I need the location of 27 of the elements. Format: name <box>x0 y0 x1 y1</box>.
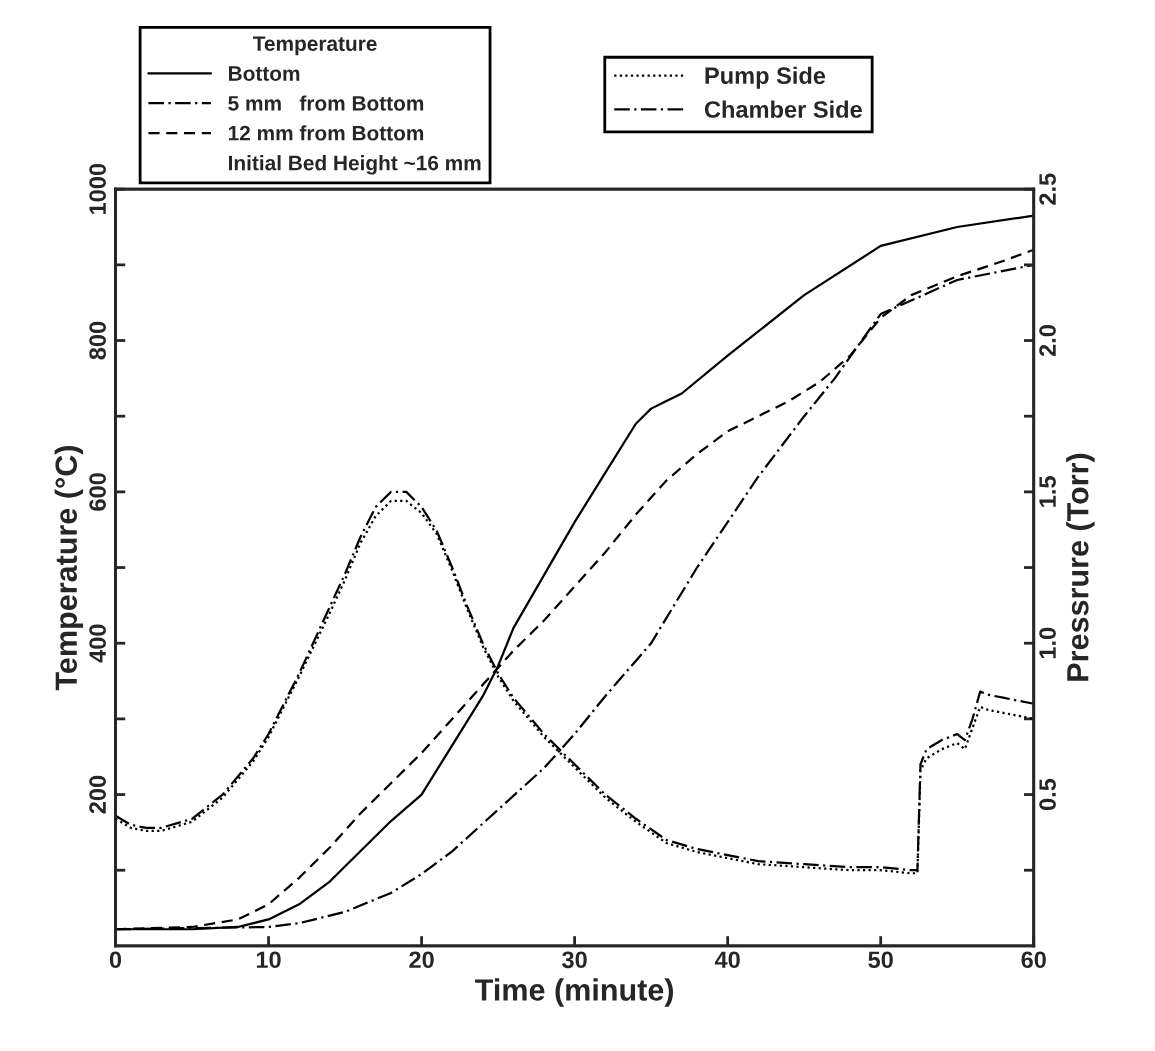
y-axis-title: Temperature (°C) <box>54 446 84 691</box>
x-tick-label: 60 <box>1021 951 1046 969</box>
x-tick-label: 50 <box>868 951 893 969</box>
y-tick-label: 1000 <box>89 163 106 214</box>
y2-tick-label: 0.5 <box>1039 778 1056 811</box>
y2-tick-label: 1.5 <box>1039 476 1056 507</box>
legend-title: Temperature <box>252 36 377 56</box>
x-tick-label: 30 <box>562 951 587 969</box>
y2-tick-label: 1.0 <box>1039 627 1056 659</box>
legend-label: 12 mm from Bottom <box>228 125 424 141</box>
y2-tick-label: 2.0 <box>1039 325 1056 357</box>
x-tick-label: 10 <box>256 951 281 969</box>
x-tick-label: 40 <box>714 951 740 969</box>
y2-axis-title: Pressrure (Torr) <box>1066 453 1095 681</box>
legend-label: Bottom <box>229 66 300 81</box>
legend-label: Pump Side <box>705 66 826 89</box>
y-tick-label: 800 <box>89 321 106 360</box>
legend-label: 5 mm from Bottom <box>228 95 424 111</box>
x-axis-title: Time (minute) <box>475 978 673 1007</box>
x-tick-label: 0 <box>109 951 122 969</box>
y-tick-label: 200 <box>89 775 106 814</box>
y-tick-label: 400 <box>89 624 106 663</box>
text: Initial Bed Height ~16 mm <box>229 155 481 175</box>
x-tick-label: 20 <box>409 951 434 969</box>
y2-tick-label: 2.5 <box>1039 173 1056 205</box>
y-tick-label: 600 <box>89 473 106 511</box>
legend-label: Chamber Side <box>704 100 862 118</box>
